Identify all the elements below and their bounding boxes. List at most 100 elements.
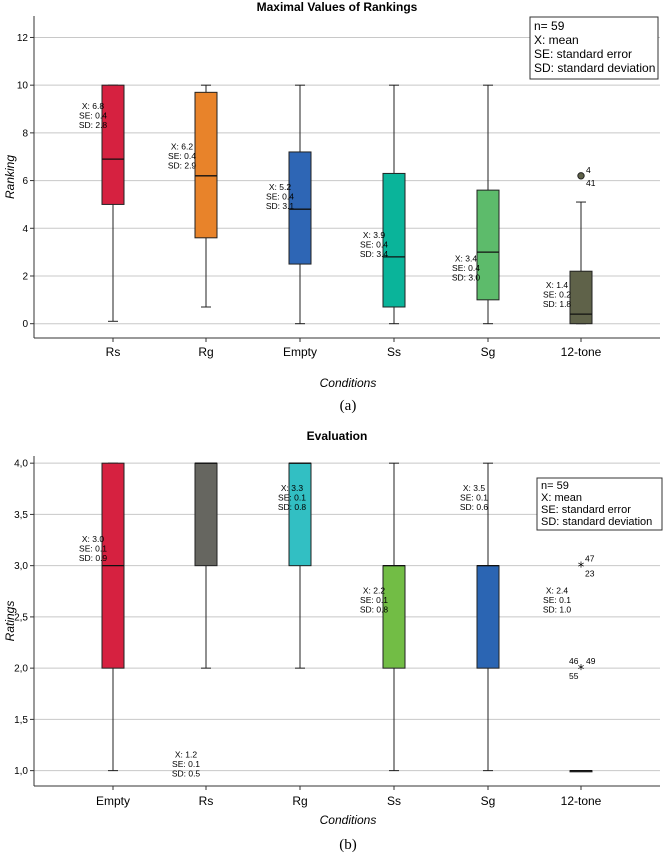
box-ss: X: 3.9SE: 0.4SD: 3.4 — [360, 84, 406, 325]
stats-annotation: X: 6.2 — [171, 142, 193, 152]
legend-entry: SE: standard error — [541, 504, 631, 516]
y-tick-label: 3,0 — [14, 561, 28, 572]
box-rg: X: 6.2SE: 0.4SD: 2.9 — [168, 84, 218, 308]
stats-annotation: SE: 0.4 — [79, 111, 107, 121]
stats-annotation: SD: 3.0 — [452, 273, 481, 283]
box-body — [382, 172, 406, 308]
panel-caption: (a) — [340, 398, 357, 414]
stats-annotation: SD: 0.8 — [360, 604, 389, 614]
stats-annotation: SE: 0.1 — [278, 492, 306, 502]
panel-caption: (b) — [339, 837, 357, 853]
box-rs: X: 1.2SE: 0.1SD: 0.5 — [172, 462, 218, 778]
legend-frame — [536, 477, 663, 531]
stats-annotation: X: 3.0 — [82, 534, 104, 544]
legend-entry: X: mean — [534, 33, 579, 47]
box-empty: X: 5.2SE: 0.4SD: 3.1 — [266, 84, 312, 325]
box-sg: X: 3.4SE: 0.4SD: 3.0 — [452, 84, 500, 325]
box-body — [476, 565, 500, 669]
stats-annotation: SE: 0.4 — [360, 239, 388, 249]
stats-annotation: SE: 0.1 — [360, 595, 388, 605]
stats-annotation: SE: 0.4 — [266, 192, 294, 202]
chart-panel-a: Maximal Values of Rankings 0 2 4 6 8 10 12 Ranki… — [3, 0, 660, 414]
stats-annotation: X: 3.9 — [363, 230, 385, 240]
y-tick-label: 10 — [17, 81, 29, 92]
category-label-sg: Sg — [481, 794, 496, 808]
chart-title: Maximal Values of Rankings — [257, 0, 418, 14]
outlier-label: 49 — [586, 656, 596, 666]
y-tick-label: 4 — [22, 224, 28, 235]
stats-annotation: X: 3.5 — [463, 483, 485, 493]
box-body — [101, 84, 125, 205]
stats-annotation: SD: 3.4 — [360, 249, 389, 259]
legend-frame — [529, 16, 659, 80]
outlier-point: * — [578, 663, 585, 678]
legend-entry: X: mean — [541, 492, 582, 504]
stats-annotation: SE: 0.1 — [460, 492, 488, 502]
stats-annotation: X: 1.4 — [546, 280, 568, 290]
legend-entry: SE: standard error — [534, 47, 632, 61]
outlier-label: 46 — [569, 656, 579, 666]
stats-annotation: X: 3.4 — [455, 254, 477, 264]
y-tick-label: 2 — [22, 271, 28, 282]
chart-panel-b: Evaluation 1,0 1,5 2,0 2,5 3,0 3,5 4,0 Ratings Co… — [3, 429, 663, 853]
legend-entry: SD: standard deviation — [541, 516, 652, 528]
stats-annotation: SD: 2.8 — [79, 120, 108, 130]
category-label-ss: Ss — [387, 794, 401, 808]
category-label-rs: Rs — [199, 794, 214, 808]
y-tick-label: 1,5 — [14, 715, 28, 726]
x-axis-title: Conditions — [320, 813, 377, 827]
stats-annotation: SD: 0.5 — [172, 768, 201, 778]
box-sg: X: 3.5SE: 0.1SD: 0.6 — [460, 462, 500, 772]
y-axis-title: Ranking — [3, 155, 17, 199]
stats-annotation: X: 6.8 — [82, 101, 104, 111]
y-tick-label: 3,5 — [14, 510, 28, 521]
category-label-sg: Sg — [481, 345, 496, 359]
category-label-12-tone: 12-tone — [561, 794, 602, 808]
box-empty: X: 3.0SE: 0.1SD: 0.9 — [79, 462, 125, 772]
category-label-rs: Rs — [106, 345, 121, 359]
box-body — [382, 565, 406, 669]
category-label-12-tone: 12-tone — [561, 345, 602, 359]
stats-annotation: SE: 0.1 — [543, 595, 571, 605]
category-label-rg: Rg — [198, 345, 213, 359]
stats-annotation: SD: 0.9 — [79, 553, 108, 563]
outlier-label: 41 — [586, 178, 596, 188]
stats-annotation: X: 2.4 — [546, 585, 568, 595]
category-label-empty: Empty — [96, 794, 130, 808]
outlier-label: 4 — [586, 165, 591, 175]
box-body — [288, 151, 312, 265]
y-tick-label: 2,0 — [14, 664, 28, 675]
category-label-empty: Empty — [283, 345, 317, 359]
box-body — [288, 462, 312, 567]
category-label-rg: Rg — [292, 794, 307, 808]
y-tick-label: 6 — [22, 176, 28, 187]
stats-annotation: SD: 1.0 — [543, 604, 572, 614]
stats-annotation: SD: 0.8 — [278, 502, 307, 512]
y-tick-label: 0 — [22, 319, 28, 330]
stats-annotation: SE: 0.2 — [543, 289, 571, 299]
y-tick-label: 2,5 — [14, 612, 28, 623]
box-body — [194, 91, 218, 239]
legend-entry: n= 59 — [541, 480, 569, 492]
category-label-ss: Ss — [387, 345, 401, 359]
chart-title: Evaluation — [307, 429, 368, 443]
y-tick-label: 12 — [17, 33, 29, 44]
stats-annotation: SE: 0.1 — [79, 544, 107, 554]
x-axis-title: Conditions — [320, 376, 377, 390]
box-rg: X: 3.3SE: 0.1SD: 0.8 — [278, 462, 312, 669]
box-12-tone: X: 1.4SE: 0.2SD: 1.8 4 41 — [543, 165, 596, 325]
outlier-label: 47 — [585, 554, 595, 564]
y-tick-label: 4,0 — [14, 459, 28, 470]
stats-annotation: X: 2.2 — [363, 585, 385, 595]
box-ss: X: 2.2SE: 0.1SD: 0.8 — [360, 462, 406, 772]
stats-annotation: X: 1.2 — [175, 749, 197, 759]
box-body — [476, 189, 500, 301]
stats-annotation: SD: 1.8 — [543, 299, 572, 309]
box-body — [194, 462, 218, 567]
stats-annotation: X: 3.3 — [281, 483, 303, 493]
outlier-label: 23 — [585, 569, 595, 579]
